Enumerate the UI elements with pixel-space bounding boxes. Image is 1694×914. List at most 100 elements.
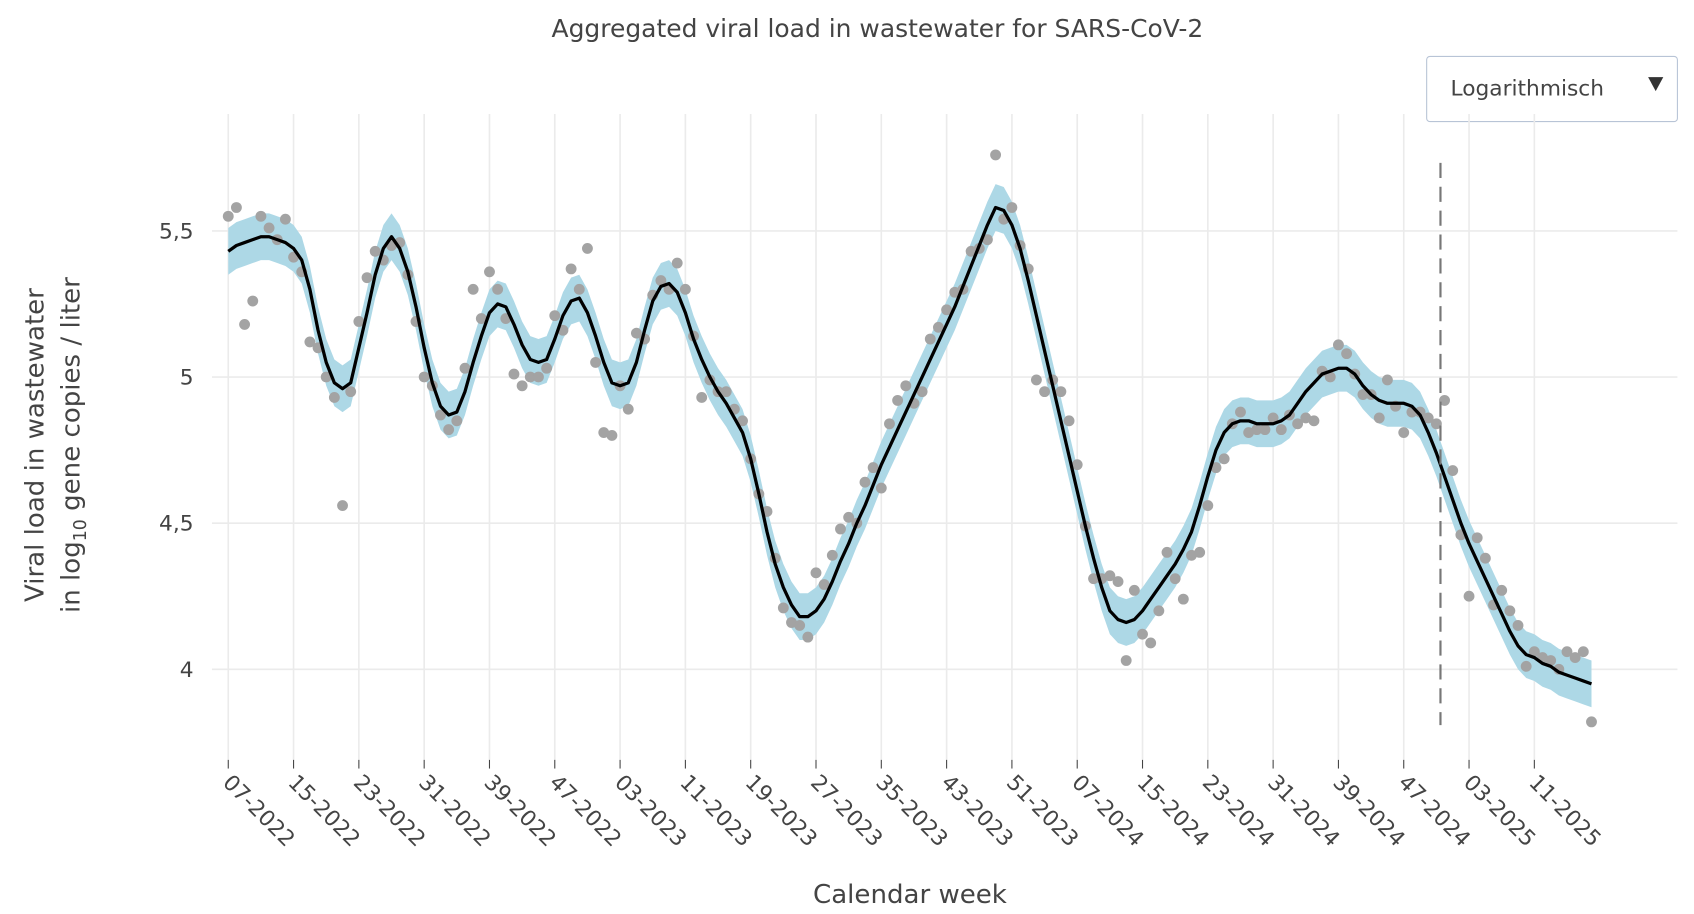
data-point	[573, 283, 585, 295]
data-point	[1030, 374, 1042, 386]
data-point	[1235, 406, 1246, 418]
data-point	[630, 327, 642, 339]
data-point	[361, 272, 373, 284]
dropdown-label[interactable]: Logarithmisch	[1451, 77, 1604, 102]
data-point	[1120, 655, 1132, 666]
data-point	[1039, 386, 1050, 398]
dropdown-box[interactable]	[1426, 55, 1678, 123]
data-point	[786, 617, 797, 628]
data-point	[247, 295, 259, 307]
data-point	[541, 362, 553, 374]
data-point	[965, 245, 977, 257]
y-tick-label: 5,5	[159, 219, 194, 244]
data-point	[818, 579, 830, 590]
data-point	[1324, 371, 1336, 383]
data-point	[794, 619, 806, 631]
y-label-subscript: 10	[71, 519, 91, 541]
data-point	[720, 386, 732, 398]
data-point	[484, 266, 495, 278]
data-point	[949, 286, 961, 298]
data-point	[1463, 590, 1475, 602]
data-point	[1381, 374, 1393, 386]
x-axis-label: Calendar week	[813, 880, 1007, 910]
data-point	[1439, 394, 1450, 406]
y-label-part: gene copies / liter	[57, 277, 87, 519]
data-point	[369, 245, 381, 257]
data-point	[1218, 453, 1230, 465]
data-point	[435, 409, 446, 421]
data-point	[549, 310, 561, 322]
confidence-band	[228, 184, 1592, 708]
data-point	[835, 523, 846, 535]
y-tick-label: 4	[180, 658, 194, 683]
data-point	[304, 336, 316, 348]
data-point	[1528, 646, 1540, 658]
data-point	[492, 283, 504, 295]
data-point	[1471, 532, 1483, 544]
data-point	[1398, 427, 1410, 438]
data-point	[1512, 619, 1524, 631]
data-point	[524, 371, 536, 383]
data-point	[1561, 646, 1573, 658]
y-tick-label: 4,5	[159, 512, 194, 537]
data-point	[1586, 716, 1597, 728]
data-point	[810, 567, 822, 579]
data-point	[1006, 202, 1018, 213]
data-point	[1243, 427, 1255, 438]
data-point	[1169, 573, 1181, 585]
data-point	[1210, 462, 1222, 474]
data-point	[933, 321, 944, 333]
data-point	[598, 427, 610, 438]
points-layer	[222, 149, 1597, 728]
data-point	[1177, 593, 1189, 605]
data-point	[328, 392, 340, 403]
data-point	[1373, 412, 1385, 424]
data-point	[1112, 576, 1124, 588]
data-point	[337, 500, 348, 512]
data-point	[843, 511, 855, 523]
data-point	[1357, 389, 1369, 400]
data-point	[475, 313, 487, 324]
data-point	[1202, 500, 1214, 512]
y-axis-label: Viral load in wastewater in log10 gene c…	[21, 277, 91, 613]
data-point	[1569, 652, 1581, 663]
band-layer	[228, 184, 1592, 708]
data-point	[892, 394, 904, 406]
data-point	[606, 430, 618, 441]
dropdown-arrow[interactable]	[1648, 77, 1664, 92]
plot-area: 44,555,507-202215-202223-202231-202239-2…	[159, 113, 1678, 852]
data-point	[802, 631, 814, 643]
data-point	[263, 222, 275, 234]
data-point	[467, 283, 479, 295]
y-axis-label-line: in log10 gene copies / liter	[57, 277, 92, 613]
data-point	[867, 462, 879, 474]
data-point	[320, 371, 332, 383]
x-tick-label: 11-2025	[1524, 770, 1606, 852]
data-point	[1479, 552, 1491, 564]
data-point	[1104, 570, 1116, 582]
data-point	[1422, 412, 1434, 424]
data-point	[1055, 386, 1067, 398]
data-point	[1430, 418, 1442, 430]
data-point	[875, 482, 887, 494]
y-label-part: in log	[57, 541, 87, 613]
y-axis-label-line: Viral load in wastewater	[21, 288, 51, 602]
data-point	[1577, 646, 1589, 658]
data-point	[1300, 412, 1312, 424]
data-point	[990, 149, 1002, 161]
data-point	[1504, 605, 1516, 617]
data-point	[981, 234, 993, 246]
data-point	[1341, 348, 1353, 360]
data-point	[655, 275, 667, 286]
data-point	[1063, 415, 1075, 427]
data-point	[1545, 655, 1557, 666]
data-point	[1414, 406, 1426, 418]
data-point	[1447, 465, 1459, 476]
dropdown[interactable]: Logarithmisch	[1426, 55, 1678, 123]
data-point	[1520, 660, 1532, 672]
data-point	[451, 415, 463, 427]
data-point	[941, 304, 953, 316]
data-point	[826, 549, 838, 561]
